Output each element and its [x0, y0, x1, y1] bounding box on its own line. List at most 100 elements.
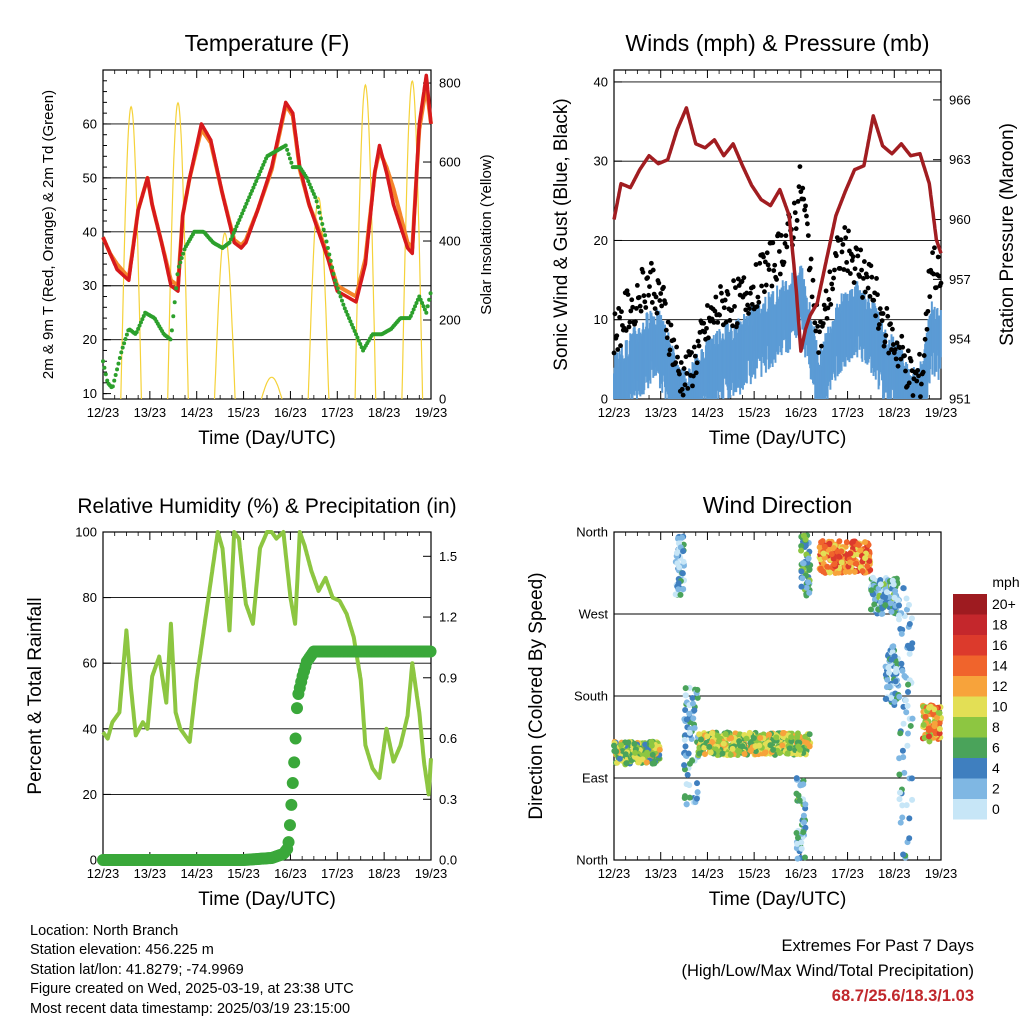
dewpoint-point — [313, 195, 318, 200]
dewpoint-point — [339, 298, 344, 303]
legend-swatch — [953, 696, 987, 717]
y-tick-label: South — [574, 689, 608, 704]
wind-direction-point — [821, 543, 828, 550]
gust-point — [921, 353, 927, 358]
wind-direction-point — [686, 794, 693, 801]
gust-point — [713, 294, 719, 300]
dewpoint-point — [137, 323, 142, 328]
wind-direction-point — [936, 709, 943, 716]
wind-direction-point — [696, 750, 703, 757]
gust-point — [747, 306, 752, 311]
x-tick-label: 13/23 — [134, 405, 167, 420]
dewpoint-point — [175, 272, 180, 277]
gust-point — [804, 213, 809, 219]
wind-direction-point — [901, 769, 908, 776]
solar-insolation-curve — [120, 105, 142, 400]
dewpoint-point — [358, 341, 363, 346]
gust-point — [843, 235, 849, 241]
wind-direction-point — [714, 732, 721, 739]
gust-point — [792, 210, 798, 216]
gust-point — [636, 294, 642, 300]
gust-point — [611, 350, 617, 356]
gust-point — [691, 344, 697, 350]
gust-point — [812, 320, 818, 326]
wind-direction-point — [905, 681, 912, 688]
wind-direction-point — [888, 656, 895, 663]
gust-point — [927, 294, 933, 300]
y-axis-label: 2m & 9m T (Red, Orange) & 2m Td (Green) — [40, 90, 57, 379]
dewpoint-point — [182, 247, 187, 252]
wind-direction-point — [800, 812, 807, 819]
wind-direction-point — [720, 740, 727, 747]
legend-label: 20+ — [992, 596, 1016, 612]
wind-direction-point — [804, 740, 811, 747]
dewpoint-point — [349, 322, 354, 327]
temperature-2m-line — [101, 73, 433, 304]
wind-direction-point — [632, 749, 639, 756]
figure-created: Figure created on Wed, 2025-03-19, at 23… — [30, 981, 354, 998]
gust-point — [643, 305, 649, 310]
gust-point — [938, 280, 944, 286]
gust-point — [711, 319, 717, 325]
gust-point — [695, 338, 701, 344]
wind-direction-point — [909, 775, 916, 782]
legend-label: 18 — [992, 617, 1008, 633]
wind-direction-point — [879, 610, 886, 617]
wind-direction-point — [828, 551, 835, 558]
gust-point — [920, 369, 926, 375]
wind-direction-point — [836, 553, 843, 560]
y-tick-label: 40 — [83, 721, 97, 736]
solar-insolation-curve — [213, 232, 236, 400]
wind-direction-point — [656, 746, 663, 753]
wind-direction-point — [805, 579, 812, 586]
dewpoint-point — [415, 297, 420, 302]
wind-direction-point — [926, 725, 933, 732]
dewpoint-point — [286, 152, 291, 157]
wind-direction-point — [805, 555, 812, 562]
dewpoint-point — [242, 204, 247, 209]
dewpoint-point — [344, 309, 349, 314]
y-right-tick-label: 960 — [949, 212, 971, 227]
x-tick-label: 18/23 — [878, 405, 911, 420]
wind-direction-panel: 12/23 13/23 14/23 15/23 16/23 17/23 18/23 19/23… — [526, 492, 957, 910]
y-right-tick-label: 954 — [949, 332, 971, 347]
wind-direction-point — [868, 587, 875, 594]
y-right-tick-label: 0.9 — [439, 670, 457, 685]
gust-point — [841, 267, 847, 272]
gust-point — [628, 308, 634, 314]
wind-direction-point — [798, 583, 805, 590]
gust-point — [895, 363, 901, 369]
wind-direction-point — [686, 729, 693, 736]
gust-point — [861, 259, 867, 264]
dewpoint-point — [335, 286, 340, 291]
wind-direction-point — [816, 544, 823, 551]
wind-direction-point — [836, 538, 843, 545]
dewpoint-point — [105, 378, 110, 383]
gust-point — [932, 245, 937, 251]
wind-direction-point — [722, 730, 729, 737]
wind-direction-point — [882, 602, 889, 609]
wind-direction-point — [867, 606, 874, 613]
gust-point — [719, 290, 724, 296]
y-tick-label: 10 — [83, 386, 97, 401]
wind-direction-point — [795, 743, 802, 750]
x-tick-label: 19/23 — [415, 866, 448, 881]
dewpoint-point — [356, 338, 361, 343]
wind-direction-point — [907, 722, 914, 729]
gust-point — [854, 246, 860, 252]
wind-direction-point — [623, 760, 630, 767]
x-axis-label: Time (Day/UTC) — [709, 428, 847, 449]
gust-point — [842, 225, 848, 230]
wind-direction-point — [864, 563, 871, 570]
gust-point — [905, 348, 911, 354]
legend-label: 4 — [992, 760, 1000, 776]
solar-insolation-curve — [307, 196, 330, 400]
wind-direction-point — [890, 581, 897, 588]
wind-direction-point — [903, 606, 910, 613]
gust-point — [748, 290, 753, 296]
dewpoint-point — [141, 313, 146, 318]
wind-direction-point — [686, 710, 693, 717]
dewpoint-point — [324, 239, 329, 244]
gust-point — [867, 294, 873, 299]
y-right-tick-label: 0.6 — [439, 731, 457, 746]
